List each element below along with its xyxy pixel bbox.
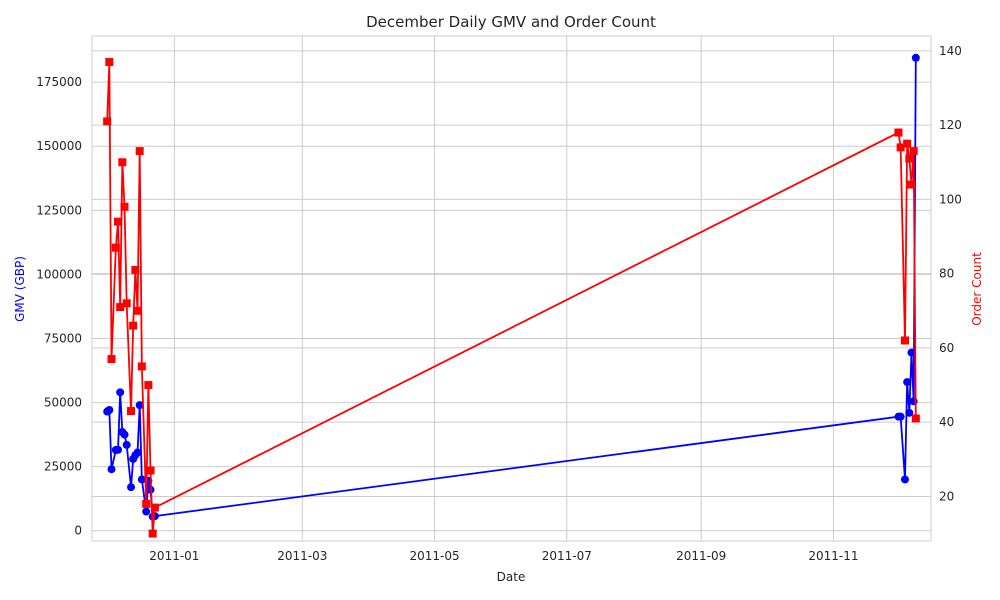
y-left-axis-label: GMV (GBP): [13, 256, 27, 322]
gmv-point: [903, 378, 912, 387]
order-count-point: [909, 147, 918, 156]
gmv-point: [905, 408, 914, 417]
y-right-axis-ticks: 20 40 60 80 100 120 140: [939, 44, 962, 504]
gmv-point: [120, 430, 129, 439]
order-count-point: [105, 57, 114, 66]
gmv-point: [137, 475, 146, 484]
order-count-point: [137, 362, 146, 371]
gmv-point: [105, 406, 114, 415]
x-tick-label: 2011-05: [409, 549, 459, 563]
gmv-point: [907, 348, 916, 357]
y-right-tick-label: 100: [939, 192, 962, 206]
order-count-point: [131, 265, 140, 274]
y-right-tick-label: 120: [939, 118, 962, 132]
y-left-tick-label: 175000: [36, 75, 82, 89]
y-right-tick-label: 60: [939, 341, 954, 355]
plot-frame: [91, 35, 932, 542]
gmv-line: [106, 57, 917, 518]
gmv-point: [133, 448, 142, 457]
order-count-point: [114, 217, 123, 226]
gmv-point: [107, 465, 116, 474]
gmv-point: [911, 53, 920, 62]
order-count-point: [903, 139, 912, 148]
chart-title: December Daily GMV and Order Count: [366, 13, 656, 31]
y-right-tick-label: 20: [939, 489, 954, 503]
gmv-point: [142, 507, 151, 516]
series-layer: [103, 53, 920, 538]
y-right-tick-label: 40: [939, 415, 954, 429]
order-count-point: [142, 499, 151, 508]
y-left-tick-label: 75000: [44, 331, 82, 345]
order-count-point: [107, 355, 116, 364]
order-count-point: [116, 303, 125, 312]
order-count-point: [118, 158, 127, 167]
y-left-tick-label: 25000: [44, 460, 82, 474]
order-count-point: [120, 202, 129, 211]
order-count-point: [129, 321, 138, 330]
order-count-point: [911, 414, 920, 423]
gmv-series: [103, 53, 920, 521]
gmv-point: [896, 412, 905, 421]
x-tick-label: 2011-09: [676, 549, 726, 563]
order-count-point: [133, 306, 142, 315]
order-count-point: [896, 143, 905, 152]
order-count-point: [905, 154, 914, 163]
x-tick-label: 2011-01: [149, 549, 199, 563]
order-count-point: [144, 381, 153, 390]
gmv-point: [900, 475, 909, 484]
order-count-point: [103, 117, 112, 126]
x-tick-label: 2011-07: [542, 549, 592, 563]
gmv-point: [135, 401, 144, 410]
x-tick-label: 2011-03: [277, 549, 327, 563]
y-left-tick-label: 150000: [36, 139, 82, 153]
gmv-point: [127, 483, 136, 492]
order-count-point: [127, 407, 136, 416]
order-count-point: [148, 529, 157, 538]
y-left-tick-label: 125000: [36, 203, 82, 217]
order-count-point: [135, 147, 144, 156]
order-count-point: [900, 336, 909, 345]
y-left-axis-ticks: 0 25000 50000 75000 100000 125000 150000 175000: [36, 75, 82, 538]
order-count-point: [894, 128, 903, 137]
order-count-point: [122, 299, 131, 308]
grid-layer: [92, 36, 931, 541]
y-right-tick-label: 140: [939, 44, 962, 58]
y-right-axis-label: Order Count: [970, 252, 984, 326]
x-axis-ticks: 2011-01 2011-03 2011-05 2011-07 2011-09 2011-…: [149, 549, 858, 563]
gmv-point: [122, 440, 131, 449]
order-count-point: [146, 466, 155, 475]
y-left-tick-label: 100000: [36, 267, 82, 281]
order-count-line: [106, 61, 917, 534]
order-count-point: [150, 503, 159, 512]
x-tick-label: 2011-11: [808, 549, 858, 563]
order-count-point: [111, 243, 120, 252]
y-left-tick-label: 0: [74, 524, 82, 538]
y-left-tick-label: 50000: [44, 396, 82, 410]
x-axis-label: Date: [497, 570, 526, 584]
gmv-point: [116, 388, 125, 397]
order-count-series: [103, 57, 920, 538]
y-right-tick-label: 80: [939, 267, 954, 281]
order-count-point: [907, 180, 916, 189]
gmv-point: [114, 445, 123, 454]
